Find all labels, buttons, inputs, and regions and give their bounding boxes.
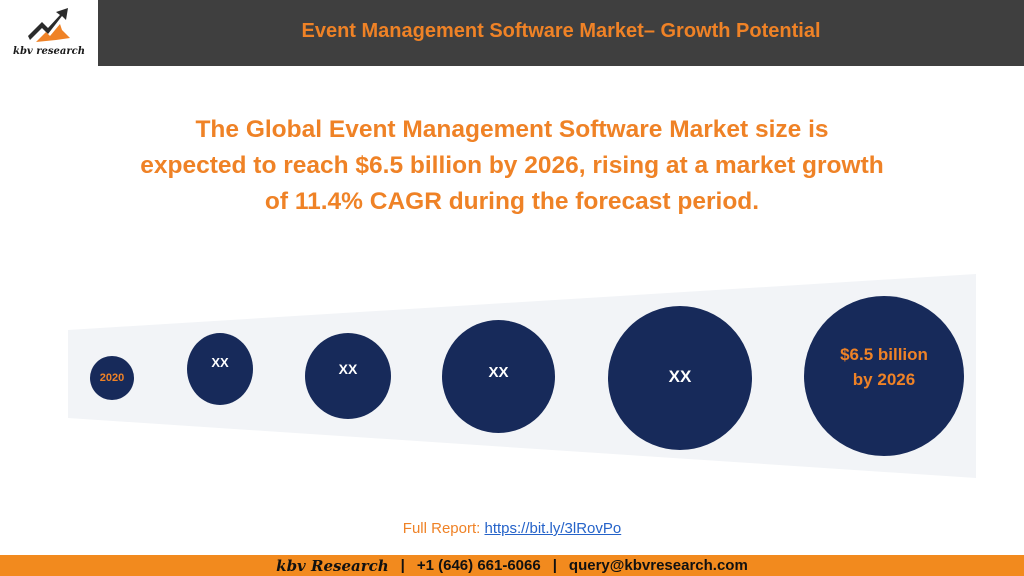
footer-separator: |	[552, 557, 557, 574]
full-report-label: Full Report:	[402, 520, 481, 537]
timeline-step-circle: XX	[305, 333, 391, 419]
footer-separator: |	[400, 557, 405, 574]
footer-phone[interactable]: +1 (646) 661-6066	[416, 557, 541, 574]
headline: The Global Event Management Software Mar…	[140, 116, 884, 215]
logo[interactable]: kbv research	[0, 0, 98, 66]
logo-mark-icon	[28, 8, 70, 42]
timeline-end-circle: $6.5 billion by 2026	[804, 296, 964, 456]
full-report-link[interactable]: https://bit.ly/3lRovPo	[484, 520, 622, 537]
footer-brand: kbv Research	[276, 556, 389, 575]
timeline-step-label: XX	[338, 361, 358, 377]
header-bar: kbv research Event Management Software M…	[0, 0, 1024, 66]
timeline-end-value: $6.5 billion	[840, 345, 928, 364]
footer-bar: kbv Research | +1 (646) 661-6066 | query…	[0, 555, 1024, 576]
timeline-start-label: 2020	[99, 372, 125, 384]
full-report-line: Full Report: https://bit.ly/3lRovPo	[0, 520, 1024, 537]
timeline-start-circle: 2020	[90, 356, 134, 400]
timeline-step-label: XX	[211, 354, 229, 370]
page-title: Event Management Software Market– Growth…	[301, 20, 821, 42]
timeline-step-circle: XX	[187, 333, 253, 405]
timeline-end-year: by 2026	[852, 370, 916, 389]
footer-email[interactable]: query@kbvresearch.com	[568, 557, 748, 574]
timeline-step-label: XX	[488, 364, 509, 381]
timeline-step-label: XX	[668, 367, 692, 386]
logo-text: kbv research	[13, 46, 85, 57]
timeline-step-circle: XX	[608, 306, 752, 450]
timeline-step-circle: XX	[442, 320, 555, 433]
